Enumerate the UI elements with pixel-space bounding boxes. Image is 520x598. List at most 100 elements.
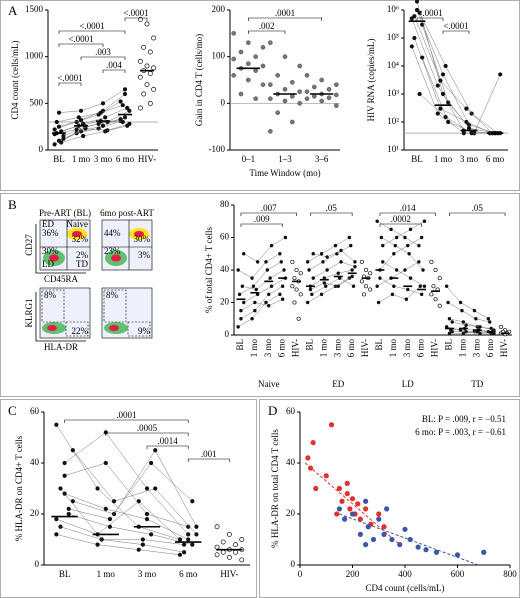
point bbox=[233, 549, 239, 555]
bracket bbox=[146, 445, 189, 449]
subject-line bbox=[56, 534, 180, 556]
point bbox=[419, 235, 424, 240]
point bbox=[290, 94, 295, 99]
point bbox=[423, 547, 429, 553]
point bbox=[464, 323, 468, 327]
point bbox=[378, 276, 382, 280]
point bbox=[278, 252, 282, 256]
point bbox=[76, 115, 81, 120]
point bbox=[290, 284, 295, 289]
point bbox=[220, 549, 226, 555]
gate-percent: 8% bbox=[44, 290, 57, 300]
point bbox=[111, 499, 117, 504]
point bbox=[296, 316, 301, 321]
point bbox=[140, 537, 145, 542]
point bbox=[394, 235, 399, 240]
point bbox=[361, 292, 367, 297]
y-tick-label: 10⁵ bbox=[387, 32, 399, 42]
point bbox=[351, 284, 356, 288]
bracket bbox=[58, 82, 82, 86]
x-tick-label: 3 mo bbox=[332, 339, 342, 358]
point bbox=[186, 532, 191, 537]
point bbox=[475, 325, 479, 329]
point bbox=[304, 73, 310, 78]
subject-line bbox=[421, 57, 501, 134]
group-label: TD bbox=[471, 379, 483, 389]
point bbox=[342, 516, 348, 522]
point bbox=[120, 103, 125, 108]
x-tick-label: HIV- bbox=[291, 339, 301, 357]
point bbox=[56, 124, 62, 129]
point bbox=[59, 140, 64, 145]
y-axis-label: HIV RNA (copies/mL) bbox=[366, 39, 376, 122]
point bbox=[58, 524, 63, 529]
point bbox=[226, 554, 232, 560]
y-tick-label: 1500 bbox=[25, 4, 44, 14]
point bbox=[498, 324, 503, 329]
subject-line bbox=[238, 294, 280, 328]
point bbox=[392, 252, 396, 256]
y-tick-label: 10⁴ bbox=[387, 60, 399, 70]
point bbox=[472, 308, 477, 313]
point bbox=[409, 44, 414, 49]
point bbox=[268, 96, 273, 101]
point bbox=[305, 300, 310, 305]
point bbox=[153, 448, 158, 453]
y-axis-label: % of total CD4+ T cells bbox=[204, 227, 214, 313]
point bbox=[103, 460, 108, 466]
bracket-label: .05 bbox=[326, 203, 338, 213]
x-tick-label: 6 mo bbox=[416, 339, 426, 358]
point bbox=[268, 129, 273, 134]
bracket-label: .007 bbox=[261, 203, 277, 213]
point bbox=[239, 557, 245, 563]
point bbox=[136, 499, 141, 504]
point bbox=[233, 542, 239, 548]
point bbox=[319, 98, 324, 104]
point bbox=[333, 243, 338, 248]
point bbox=[458, 300, 463, 305]
quadrant-name: Naive bbox=[67, 219, 89, 229]
point bbox=[246, 40, 251, 45]
y-tick-label: 60 bbox=[220, 232, 230, 242]
point bbox=[95, 542, 100, 547]
subject-line bbox=[56, 500, 181, 540]
subject-line bbox=[64, 462, 189, 527]
subject-line bbox=[54, 118, 121, 135]
point bbox=[61, 136, 66, 141]
x-tick-label: 1 mo bbox=[457, 339, 467, 358]
point bbox=[350, 268, 354, 272]
point bbox=[324, 284, 328, 288]
group-label: ED bbox=[332, 379, 344, 389]
point bbox=[478, 331, 482, 336]
y-tick-label: 10² bbox=[387, 116, 399, 126]
bracket bbox=[240, 212, 297, 216]
point bbox=[149, 460, 154, 466]
point bbox=[280, 284, 285, 288]
panel-label: D bbox=[268, 403, 277, 418]
subject-line bbox=[64, 432, 189, 535]
point bbox=[255, 260, 260, 264]
point bbox=[381, 243, 385, 248]
subject-line bbox=[61, 125, 128, 143]
point bbox=[239, 317, 243, 321]
point bbox=[313, 485, 319, 492]
y-axis-label: Gain in CD4 T (cells/mo) bbox=[194, 34, 204, 126]
quadrant-percent: 30% bbox=[134, 234, 151, 244]
point bbox=[461, 331, 466, 336]
point bbox=[264, 260, 268, 264]
point bbox=[181, 542, 187, 547]
point bbox=[144, 63, 150, 69]
point bbox=[381, 531, 387, 538]
subject-line bbox=[452, 331, 494, 334]
point bbox=[251, 284, 256, 288]
x-tick-label: 6 mo bbox=[346, 339, 356, 358]
subject-line bbox=[242, 269, 285, 290]
fit-line bbox=[304, 462, 401, 545]
x-tick-label: 600 bbox=[451, 569, 465, 579]
point bbox=[408, 227, 413, 232]
bracket-label: .0002 bbox=[391, 214, 411, 224]
point bbox=[350, 274, 354, 279]
point bbox=[214, 544, 220, 550]
x-tick-label: BL bbox=[374, 339, 384, 351]
point bbox=[268, 276, 272, 280]
